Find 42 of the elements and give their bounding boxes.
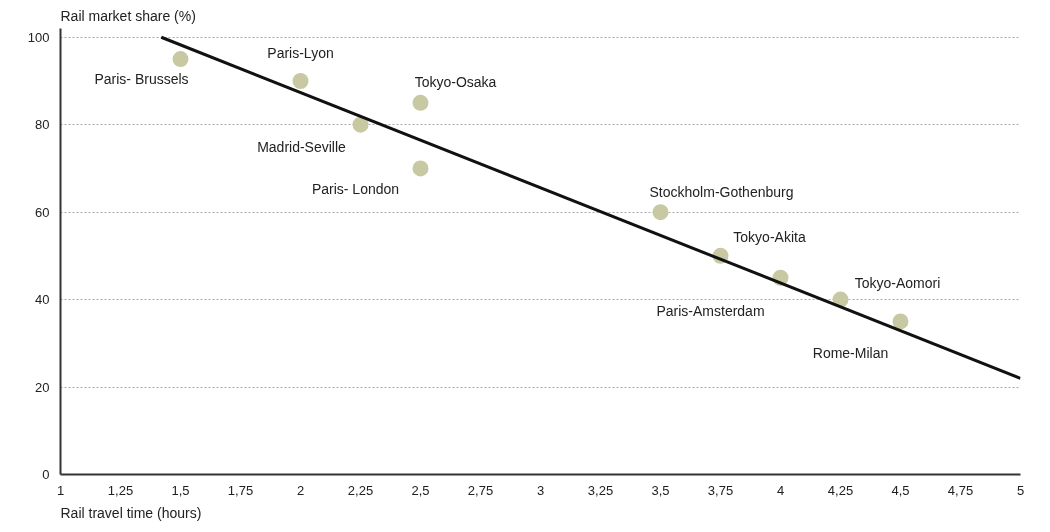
point	[652, 204, 669, 221]
x-tick-label: 1,75	[227, 482, 254, 498]
point	[412, 160, 429, 177]
x-tick-label: 3,5	[651, 482, 670, 498]
x-tick-label: 1,25	[107, 482, 134, 498]
y-axis-title: Rail market share (%)	[60, 7, 196, 24]
annotation: Madrid-Seville	[257, 138, 347, 155]
annotation: Paris-Lyon	[267, 44, 334, 61]
annotation: Rome-Milan	[812, 345, 889, 362]
x-tick-label: 3	[536, 482, 545, 498]
point	[352, 116, 369, 133]
y-tick-label: 100	[27, 29, 50, 45]
point	[172, 51, 189, 68]
annotation: Paris- London	[311, 181, 400, 198]
x-tick-label: 3,25	[587, 482, 614, 498]
annotation: Tokyo-Akita	[733, 228, 806, 245]
point	[892, 313, 909, 330]
x-tick-label: 1	[56, 482, 65, 498]
annotation: Paris-Amsterdam	[656, 302, 765, 319]
point	[412, 94, 429, 111]
x-tick-label: 5	[1016, 482, 1025, 498]
x-tick-label: 3,75	[707, 482, 734, 498]
y-tick-label: 40	[35, 292, 50, 308]
y-tick-label: 0	[42, 467, 50, 482]
annotation: Paris- Brussels	[94, 71, 189, 88]
annotation: Stockholm-Gothenburg	[649, 184, 794, 201]
y-tick-label: 80	[35, 117, 50, 133]
y-tick-label: 60	[35, 204, 50, 220]
x-tick-label: 2,75	[467, 482, 494, 498]
x-tick-label: 2,5	[411, 482, 430, 498]
x-tick-label: 1,5	[171, 482, 190, 498]
annotation: Tokyo-Aomori	[854, 274, 941, 291]
x-tick-label: 4	[776, 482, 785, 498]
x-tick-label: 4,75	[947, 482, 974, 498]
x-tick-label: 2	[296, 482, 305, 498]
x-tick-label: 2,25	[347, 482, 374, 498]
annotation: Tokyo-Osaka	[414, 73, 497, 90]
y-tick-label: 20	[35, 379, 50, 395]
x-tick-label: 4,25	[827, 482, 854, 498]
point	[292, 72, 309, 89]
x-axis-title: Rail travel time (hours)	[60, 504, 202, 521]
x-tick-label: 4,5	[891, 482, 910, 498]
